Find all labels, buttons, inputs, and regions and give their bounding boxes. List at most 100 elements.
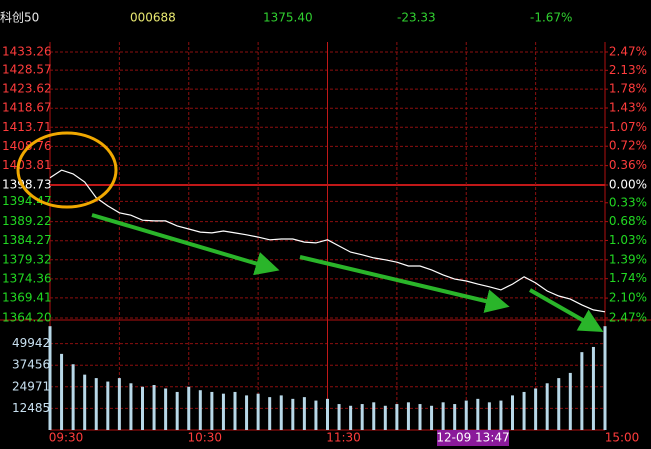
volume-bar bbox=[603, 326, 607, 430]
volume-bar bbox=[245, 395, 249, 430]
volume-bar bbox=[256, 393, 260, 430]
y-tick-label: 1423.62 bbox=[2, 82, 52, 96]
volume-bar bbox=[48, 326, 52, 430]
volume-bar bbox=[60, 353, 64, 430]
volume-bar bbox=[106, 381, 110, 430]
trend-arrow bbox=[529, 288, 604, 332]
volume-bar bbox=[326, 398, 329, 430]
volume-bar bbox=[499, 400, 503, 430]
volume-bar bbox=[129, 383, 133, 430]
volume-bar bbox=[372, 402, 376, 430]
volume-bar bbox=[302, 397, 306, 430]
volume-bar bbox=[268, 397, 272, 430]
volume-bar bbox=[164, 388, 168, 430]
y2-tick-label: 0.00% bbox=[609, 178, 647, 192]
volume-bar bbox=[187, 386, 191, 430]
y2-tick-label: 1.78% bbox=[609, 82, 647, 96]
volume-bar bbox=[476, 398, 480, 430]
volume-bar bbox=[337, 404, 341, 430]
y-tick-label: 1433.26 bbox=[2, 45, 52, 59]
volume-bar bbox=[221, 393, 225, 430]
volume-bar bbox=[233, 391, 237, 430]
y2-tick-label: 0.68% bbox=[609, 214, 647, 228]
y2-tick-label: 2.10% bbox=[609, 291, 647, 305]
y-tick-label: 1389.22 bbox=[2, 214, 52, 228]
volume-bar bbox=[395, 404, 399, 430]
y2-tick-label: 1.43% bbox=[609, 101, 647, 115]
volume-bar bbox=[568, 372, 572, 430]
y2-tick-label: 1.39% bbox=[609, 252, 647, 266]
volume-bar bbox=[545, 383, 549, 430]
y-tick-label: 1398.73 bbox=[2, 178, 52, 192]
volume-bar bbox=[175, 391, 179, 430]
y2-tick-label: 1.07% bbox=[609, 120, 647, 134]
volume-bar bbox=[83, 374, 87, 430]
volume-bar bbox=[152, 385, 156, 430]
trend-arrow bbox=[299, 255, 510, 313]
volume-bar bbox=[360, 404, 364, 430]
volume-tick-label: 24971 bbox=[12, 379, 50, 393]
cursor-box bbox=[437, 430, 509, 446]
volume-bar bbox=[464, 400, 468, 430]
y2-tick-label: 1.74% bbox=[609, 271, 647, 285]
index-code: 000688 bbox=[130, 11, 176, 25]
cursor-label: 12-09 13:47 bbox=[436, 431, 509, 445]
y2-tick-label: 0.33% bbox=[609, 195, 647, 209]
volume-tick-label: 12485 bbox=[12, 401, 50, 415]
y-tick-label: 1413.71 bbox=[2, 120, 52, 134]
y-tick-label: 1408.76 bbox=[2, 139, 52, 153]
volume-bar bbox=[383, 405, 387, 430]
volume-bar bbox=[534, 388, 538, 430]
trend-arrow bbox=[91, 213, 280, 276]
x-tick-label: 10:30 bbox=[187, 431, 222, 445]
plot bbox=[48, 169, 607, 430]
volume-bar bbox=[580, 352, 584, 430]
y2-tick-label: 2.47% bbox=[609, 311, 647, 325]
y-tick-label: 1418.67 bbox=[2, 101, 52, 115]
price: 1375.40 bbox=[263, 11, 313, 25]
y-tick-label: 1428.57 bbox=[2, 63, 52, 77]
y-tick-label: 1364.20 bbox=[2, 311, 52, 325]
x-tick-label: 15:00 bbox=[605, 431, 640, 445]
volume-bar bbox=[441, 402, 445, 430]
volume-bar bbox=[430, 405, 434, 430]
volume-bar bbox=[511, 395, 514, 430]
grid: 1433.26 1428.57 1423.62 1418.67 1413.71 1408.… bbox=[0, 42, 651, 445]
change: -23.33 bbox=[397, 11, 436, 25]
volume-bar bbox=[314, 400, 318, 430]
y2-tick-label: 0.36% bbox=[609, 158, 647, 172]
volume-bar bbox=[198, 390, 202, 430]
volume-tick-label: 49942 bbox=[12, 336, 50, 350]
volume-bar bbox=[117, 378, 121, 430]
volume-bar bbox=[349, 405, 353, 430]
y2-tick-label: 2.13% bbox=[609, 63, 647, 77]
highlight-ellipse bbox=[16, 131, 118, 209]
volume-bar bbox=[487, 402, 491, 430]
y-tick-label: 1369.41 bbox=[2, 290, 52, 304]
volume-bar bbox=[210, 391, 214, 430]
volume-bar bbox=[71, 364, 75, 430]
volume-bar bbox=[141, 386, 144, 430]
y-tick-label: 1379.32 bbox=[2, 252, 52, 266]
volume-bar bbox=[291, 398, 295, 430]
volume-bar bbox=[591, 346, 595, 430]
y-tick-label: 1403.81 bbox=[2, 158, 52, 172]
x-tick-label: 09:30 bbox=[49, 431, 84, 445]
volume-bar bbox=[279, 395, 283, 430]
y-tick-label: 1374.36 bbox=[2, 271, 52, 285]
price-line bbox=[49, 169, 606, 313]
volume-bar bbox=[406, 402, 410, 430]
y2-tick-label: 0.72% bbox=[609, 139, 647, 153]
volume-bar bbox=[94, 378, 98, 430]
x-tick-label: 11:30 bbox=[326, 431, 361, 445]
y-tick-label: 1394.47 bbox=[2, 194, 52, 208]
y2-tick-label: 2.47% bbox=[609, 45, 647, 59]
volume-bar bbox=[418, 404, 422, 430]
volume-bar bbox=[453, 404, 457, 430]
index-name: 科创50 bbox=[0, 11, 39, 25]
volume-bar bbox=[557, 378, 561, 430]
volume-bar bbox=[522, 391, 526, 430]
change-pct: -1.67% bbox=[530, 11, 572, 25]
y2-tick-label: 1.03% bbox=[609, 233, 647, 247]
